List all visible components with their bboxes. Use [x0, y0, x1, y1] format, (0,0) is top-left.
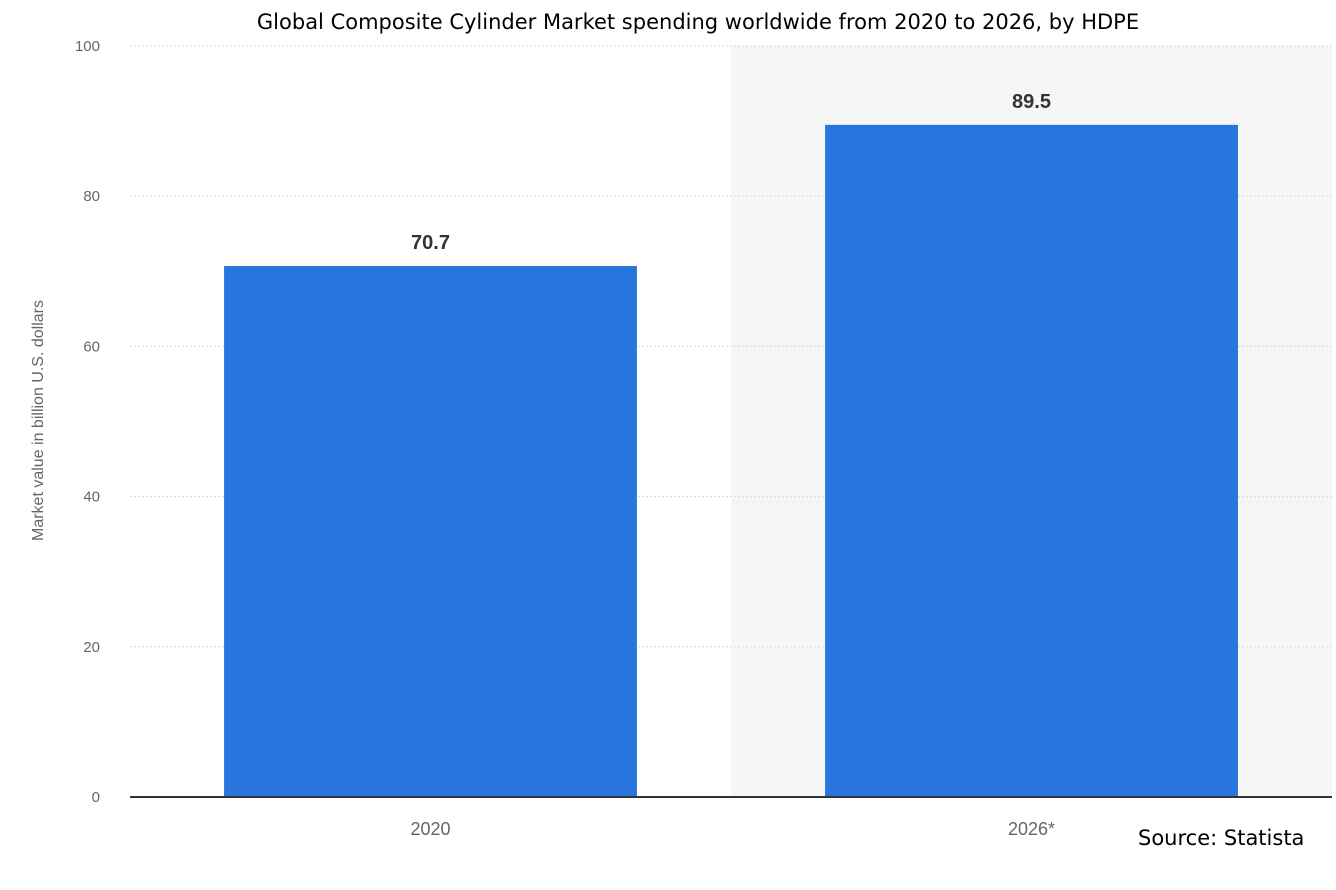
y-tick-labels: 0 20 40 60 80 100 — [75, 38, 100, 806]
bar-2026 — [825, 124, 1238, 798]
y-tick-label: 0 — [92, 789, 100, 806]
x-tick-labels: 2020 2026* — [410, 819, 1055, 839]
bar-2020 — [224, 266, 637, 798]
y-tick-label: 20 — [83, 639, 100, 656]
source-note: Source: Statista — [1138, 826, 1305, 850]
y-tick-label: 60 — [83, 338, 100, 355]
y-tick-label: 40 — [83, 489, 100, 506]
chart-title: Global Composite Cylinder Market spendin… — [256, 10, 1140, 34]
bars — [224, 124, 1238, 798]
value-labels: 70.7 89.5 — [411, 91, 1051, 254]
x-tick-label: 2026* — [1008, 819, 1055, 839]
y-tick-label: 80 — [83, 188, 100, 205]
y-tick-label: 100 — [75, 38, 100, 55]
value-label: 70.7 — [411, 232, 450, 254]
x-tick-label: 2020 — [410, 819, 450, 839]
value-label: 89.5 — [1012, 91, 1051, 113]
y-axis-label: Market value in billion U.S. dollars — [30, 300, 47, 541]
